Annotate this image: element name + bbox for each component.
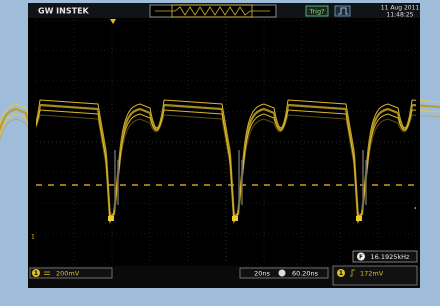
trigger-level: 172mV (360, 270, 384, 278)
time: 11:48:25 (387, 12, 414, 19)
trace-blip (356, 216, 362, 221)
volts-per-div: 200mV (56, 270, 80, 278)
display (28, 3, 420, 288)
frequency-icon: F (359, 255, 363, 261)
trigger-slope-icon (335, 6, 350, 16)
date: 11 Aug 2011 (381, 5, 420, 12)
edge-mask (416, 19, 420, 265)
trigger-source: 1 (339, 270, 343, 277)
time-per-div: 20ns (254, 270, 270, 278)
frequency: 16.1925kHz (371, 253, 411, 261)
horizontal-position: 60.20ns (292, 270, 319, 278)
channel: 1 (34, 270, 38, 277)
edge-mask (28, 19, 36, 265)
oscilloscope-screen: GW INSTEK Trig? 11 Aug 2011 11:48:25 1 F… (0, 0, 440, 306)
position-icon (279, 270, 286, 277)
brand: GW INSTEK (38, 7, 90, 16)
trace-blip (232, 216, 238, 221)
trigger-status: Trig? (308, 8, 324, 16)
ground-marker: 1 (31, 234, 35, 241)
trace-blip (108, 216, 114, 221)
